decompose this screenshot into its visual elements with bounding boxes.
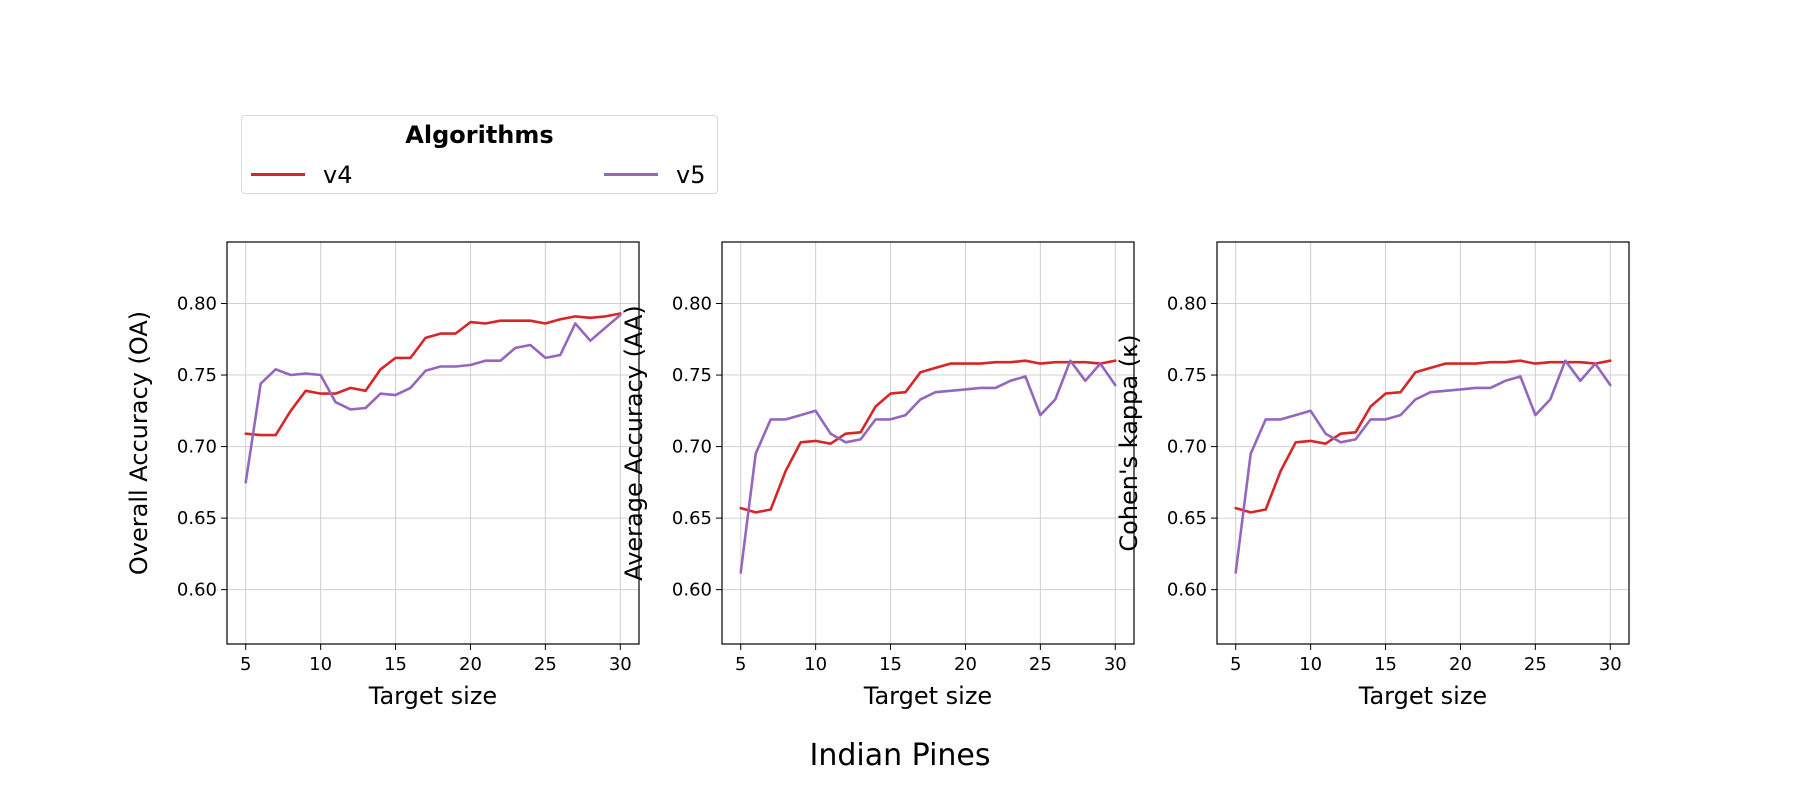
- x-tick-label: 20: [954, 654, 977, 675]
- x-tick-label: 10: [309, 654, 332, 675]
- y-tick-label: 0.70: [672, 437, 712, 458]
- y-tick-label: 0.60: [672, 580, 712, 601]
- y-axis-label: Overall Accuracy (OA): [125, 311, 153, 575]
- x-tick-label: 15: [384, 654, 407, 675]
- x-tick-label: 25: [1029, 654, 1052, 675]
- y-tick-label: 0.80: [1167, 294, 1207, 315]
- legend-label-v5: v5: [676, 161, 706, 189]
- x-tick-label: 10: [804, 654, 827, 675]
- series-line-v5: [244, 313, 622, 484]
- x-tick-label: 25: [1524, 654, 1547, 675]
- legend-label-v4: v4: [323, 161, 353, 189]
- x-tick-label: 15: [879, 654, 902, 675]
- x-tick-label: 20: [459, 654, 482, 675]
- y-tick-label: 0.70: [1167, 437, 1207, 458]
- x-tick-label: 5: [240, 654, 251, 675]
- legend-title: Algorithms: [405, 121, 554, 149]
- chart-panel-2: 5 10 15 20 25 30 0.60 0.65 0.70 0.75 0.80 Target si…: [620, 241, 1135, 710]
- y-tick-label: 0.65: [177, 508, 217, 529]
- chart-panel-3: 5 10 15 20 25 30 0.60 0.65 0.70 0.75 0.80 Target si…: [1115, 241, 1630, 710]
- y-tick-label: 0.60: [177, 580, 217, 601]
- series-line-v5: [739, 359, 1117, 574]
- y-tick-label: 0.80: [177, 294, 217, 315]
- plot-frame: [1216, 241, 1630, 645]
- y-tick-label: 0.65: [1167, 508, 1207, 529]
- legend: Algorithms v4 v5: [241, 115, 718, 194]
- series-line-v5: [1234, 359, 1612, 574]
- x-tick-label: 15: [1374, 654, 1397, 675]
- y-tick-label: 0.80: [672, 294, 712, 315]
- x-axis-label: Target size: [368, 682, 497, 710]
- y-tick-label: 0.65: [672, 508, 712, 529]
- x-tick-label: 20: [1449, 654, 1472, 675]
- x-tick-label: 5: [1230, 654, 1241, 675]
- x-tick-label: 30: [1104, 654, 1127, 675]
- legend-swatch-v5: [604, 173, 658, 176]
- plot-frame: [721, 241, 1135, 645]
- y-tick-label: 0.70: [177, 437, 217, 458]
- legend-swatch-v4: [251, 173, 305, 176]
- x-tick-label: 5: [735, 654, 746, 675]
- series-line-v4: [1234, 359, 1612, 514]
- chart-panel-1: 5 10 15 20 25 30 0.60 0.65 0.70 0.75 0.80 Target si…: [125, 241, 640, 710]
- y-axis-label: Cohen's kappa (κ): [1115, 334, 1143, 551]
- y-tick-label: 0.75: [1167, 365, 1207, 386]
- figure-title: Indian Pines: [809, 738, 991, 773]
- x-tick-label: 30: [1599, 654, 1622, 675]
- plot-frame: [226, 241, 640, 645]
- series-line-v4: [244, 312, 622, 437]
- x-axis-label: Target size: [1358, 682, 1487, 710]
- x-tick-label: 10: [1299, 654, 1322, 675]
- x-axis-label: Target size: [863, 682, 992, 710]
- series-line-v4: [739, 359, 1117, 514]
- x-tick-label: 25: [534, 654, 557, 675]
- y-tick-label: 0.75: [672, 365, 712, 386]
- x-tick-label: 30: [609, 654, 632, 675]
- y-tick-label: 0.60: [1167, 580, 1207, 601]
- y-tick-label: 0.75: [177, 365, 217, 386]
- y-axis-label: Average Accuracy (AA): [620, 305, 648, 581]
